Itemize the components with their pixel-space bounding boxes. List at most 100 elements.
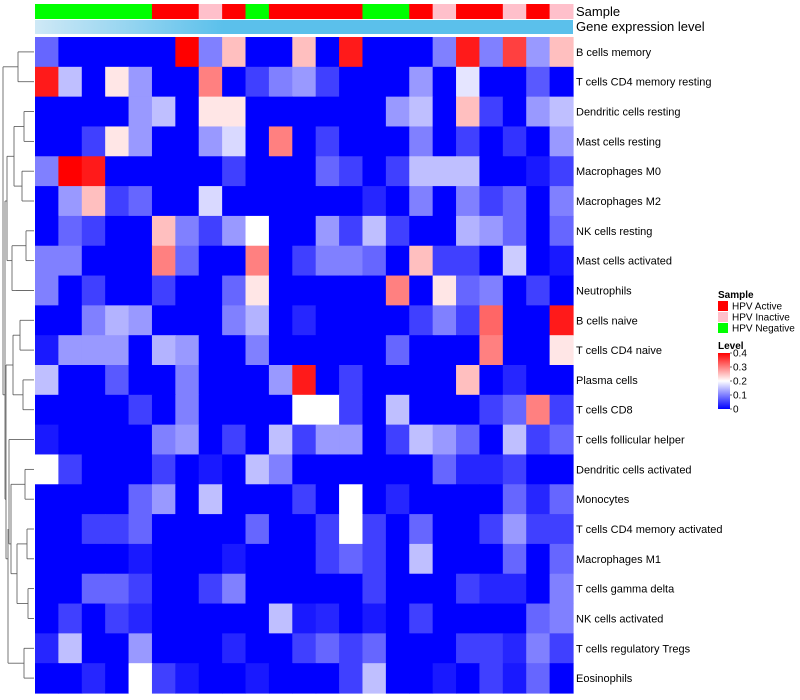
heatmap-cell [385, 186, 410, 217]
heatmap-cell [222, 603, 247, 634]
heatmap-cell [268, 573, 293, 605]
row-label: T cells regulatory Tregs [576, 643, 691, 655]
sample-annotation-cell [175, 4, 200, 19]
heatmap-cell [222, 573, 247, 605]
heatmap-cell [315, 603, 340, 634]
sample-annotation-cell [526, 4, 551, 19]
heatmap-cell [245, 96, 270, 128]
sample-annotation-cell [315, 4, 340, 19]
heatmap-cell [35, 394, 59, 426]
heatmap-cell [385, 514, 410, 545]
heatmap-cell [315, 365, 340, 396]
heatmap-cell [175, 37, 200, 68]
heatmap-cell [385, 305, 410, 336]
heatmap-cell [151, 394, 176, 426]
heatmap-cell [549, 454, 574, 485]
heatmap-cell [268, 186, 293, 217]
heatmap-cell [456, 215, 481, 247]
heatmap-cell [292, 96, 317, 128]
heatmap-cell [128, 126, 153, 157]
heatmap-cell [58, 454, 83, 485]
heatmap-cell [456, 186, 481, 217]
heatmap-cell [362, 394, 387, 426]
heatmap-cell [128, 603, 153, 634]
heatmap-cell [245, 156, 270, 187]
heatmap-cell [268, 305, 293, 336]
sample-annotation-cell [339, 4, 363, 19]
heatmap-cell [198, 424, 223, 456]
heatmap-cell [409, 66, 434, 98]
row-label: T cells CD8 [576, 405, 633, 417]
heatmap-cell [315, 66, 340, 98]
heatmap-cell [81, 335, 106, 366]
heatmap-cell [456, 365, 481, 396]
heatmap-cell [502, 335, 527, 366]
heatmap-cell [151, 96, 176, 128]
heatmap-cell [58, 663, 83, 694]
heatmap-cell [105, 424, 130, 456]
heatmap-cell [292, 424, 317, 456]
sample-annotation-cell [198, 4, 223, 19]
heatmap-cell [526, 633, 551, 664]
heatmap-cell [128, 394, 153, 426]
heatmap-cell [502, 514, 527, 545]
heatmap-cell [292, 394, 317, 426]
heatmap-cell [409, 96, 434, 128]
heatmap-cell [409, 186, 434, 217]
heatmap-cell [128, 275, 153, 306]
heatmap-cell [502, 543, 527, 575]
heatmap-cell [175, 514, 200, 545]
heatmap-cell [81, 245, 106, 277]
heatmap-cell [105, 245, 130, 277]
heatmap-cell [502, 275, 527, 306]
heatmap-cell [81, 275, 106, 306]
heatmap-cell [456, 573, 481, 605]
heatmap-cell [151, 633, 176, 664]
heatmap-cell [245, 275, 270, 306]
heatmap-cell [222, 633, 247, 664]
heatmap-cell [151, 365, 176, 396]
heatmap-cell [292, 335, 317, 366]
heatmap-cell [105, 275, 130, 306]
heatmap-cell [409, 633, 434, 664]
heatmap-cell [222, 663, 247, 694]
heatmap-cell [198, 245, 223, 277]
heatmap-cell [222, 543, 247, 575]
heatmap-cell [339, 275, 364, 306]
heatmap-cell [198, 186, 223, 217]
heatmap-cell [35, 215, 59, 247]
heatmap-cell [549, 365, 574, 396]
heatmap-cell [58, 126, 83, 157]
heatmap-cell [151, 186, 176, 217]
heatmap-cell [128, 37, 153, 68]
heatmap-cell [198, 663, 223, 694]
heatmap-cell [432, 96, 457, 128]
heatmap-cell [385, 365, 410, 396]
heatmap-cell [292, 275, 317, 306]
heatmap-cell [35, 37, 59, 68]
heatmap-cell [105, 454, 130, 485]
heatmap-cell [151, 573, 176, 605]
heatmap-cell [268, 37, 293, 68]
heatmap-cell [35, 245, 59, 277]
heatmap-cell [502, 394, 527, 426]
heatmap-cell [222, 215, 247, 247]
heatmap-cell [456, 275, 481, 306]
sample-annotation-cell [245, 4, 270, 19]
legend-item-label: HPV Negative [732, 324, 795, 335]
heatmap-cell [339, 663, 364, 694]
heatmap-cell [35, 484, 59, 515]
heatmap-cell [502, 126, 527, 157]
heatmap-cell [339, 305, 364, 336]
heatmap-cell [385, 454, 410, 485]
heatmap-cell [432, 275, 457, 306]
sample-annotation-cell [268, 4, 293, 19]
heatmap-cell [385, 96, 410, 128]
heatmap-cell [526, 394, 551, 426]
heatmap-cell [175, 126, 200, 157]
heatmap-cell [58, 603, 83, 634]
heatmap-cell [362, 573, 387, 605]
heatmap-cell [549, 245, 574, 277]
heatmap-cell [362, 454, 387, 485]
